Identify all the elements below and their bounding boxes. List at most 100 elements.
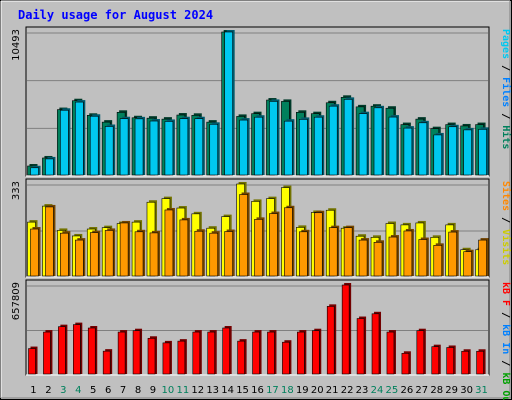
bar-bottom-kb-f xyxy=(102,349,113,375)
day-label: 2 xyxy=(45,385,51,396)
bar-bottom-kb-f-body xyxy=(431,346,440,375)
bar-middle-sites-body xyxy=(134,231,144,277)
bar-top-files xyxy=(45,156,56,176)
bar-top-files xyxy=(60,108,71,176)
bar-bottom-kb-f xyxy=(356,316,367,375)
bar-bottom-kb-f xyxy=(326,304,337,375)
bar-bottom-kb-f-body xyxy=(132,330,141,375)
legend-entry: kB Out xyxy=(500,372,511,400)
bar-top-files xyxy=(284,119,295,176)
bar-middle-sites xyxy=(164,207,175,277)
bar-bottom-kb-f-body xyxy=(162,342,171,375)
bar-middle-sites-body xyxy=(254,219,263,277)
day-label: 3 xyxy=(60,385,66,396)
bar-middle-sites-body xyxy=(328,227,338,277)
day-label: 7 xyxy=(120,385,126,396)
bar-top-files-body xyxy=(373,107,383,176)
bar-top-files xyxy=(269,99,280,176)
bar-bottom-kb-f xyxy=(461,349,471,375)
bar-middle-sites xyxy=(269,211,280,277)
bar-top-files-body xyxy=(134,118,144,176)
bar-bottom-kb-f xyxy=(476,349,486,375)
bar-middle-sites xyxy=(284,205,295,277)
bar-top-files xyxy=(403,126,414,176)
bar-middle-sites xyxy=(194,229,205,277)
bar-top-files-body xyxy=(209,124,219,176)
bar-top-files xyxy=(433,132,444,176)
bar-middle-sites xyxy=(239,192,250,277)
bar-top-files xyxy=(134,116,146,176)
bar-bottom-kb-f xyxy=(341,283,352,375)
legend-entry: Sites xyxy=(500,181,512,211)
bar-top-files-body xyxy=(299,119,308,176)
bar-middle-sites-body xyxy=(403,230,413,277)
bar-bottom-kb-f xyxy=(282,340,292,375)
bar-top-files-body xyxy=(75,101,84,176)
bar-middle-sites xyxy=(134,229,146,277)
bar-bottom-kb-f-body xyxy=(297,331,305,375)
bar-top-files xyxy=(30,165,41,176)
bar-middle-sites-body xyxy=(164,209,174,277)
panel-bottom-legend: kB F / kB In / kB Out xyxy=(500,282,511,400)
bar-middle-sites-body xyxy=(194,230,204,277)
day-label: 10 xyxy=(162,385,175,396)
day-label: 21 xyxy=(326,385,339,396)
bar-middle-sites xyxy=(224,229,235,277)
bar-top-files-body xyxy=(119,118,129,176)
bar-bottom-kb-f xyxy=(192,330,202,375)
bar-middle-sites xyxy=(478,238,489,277)
panel-top-ymax-label: 10493 xyxy=(11,29,22,61)
bar-middle-sites xyxy=(60,231,71,277)
bar-top-files-body xyxy=(313,116,323,176)
bar-top-files xyxy=(224,30,235,176)
bar-middle-sites-body xyxy=(239,194,248,277)
bar-bottom-kb-f-body xyxy=(282,341,290,375)
bar-middle-sites-body xyxy=(45,206,54,277)
bar-top-files-body xyxy=(30,167,39,176)
bar-bottom-kb-f-body xyxy=(461,350,469,375)
day-label: 13 xyxy=(206,385,219,396)
bar-middle-sites xyxy=(299,229,310,277)
bar-bottom-kb-f xyxy=(371,311,382,375)
bar-middle-sites-body xyxy=(299,231,308,277)
legend-entry: / xyxy=(500,211,511,229)
bar-middle-sites xyxy=(343,225,355,277)
bar-middle-sites xyxy=(373,240,385,277)
bar-bottom-kb-f-body xyxy=(416,330,425,375)
bar-top-files xyxy=(119,116,131,176)
bar-middle-sites-body xyxy=(418,239,428,277)
bar-middle-sites xyxy=(313,210,325,277)
bar-middle-sites xyxy=(403,228,414,277)
bar-top-files-body xyxy=(164,121,174,176)
bar-bottom-kb-f-body xyxy=(192,331,201,375)
bar-bottom-kb-f xyxy=(207,330,217,375)
bar-top-files xyxy=(463,127,474,176)
bar-middle-sites xyxy=(30,227,41,277)
day-label: 20 xyxy=(311,385,324,396)
bar-bottom-kb-f xyxy=(117,330,128,375)
bar-bottom-kb-f-body xyxy=(356,318,365,375)
bar-middle-sites-body xyxy=(388,236,398,277)
day-label: 30 xyxy=(460,385,473,396)
bar-bottom-kb-f-body xyxy=(207,331,216,375)
bar-top-files-body xyxy=(358,113,368,176)
bar-top-files xyxy=(239,118,250,176)
bar-middle-sites xyxy=(328,225,340,277)
bar-bottom-kb-f xyxy=(162,340,172,375)
bar-bottom-kb-f xyxy=(431,344,441,375)
panel-top: 10493 Pages / Files / Hits xyxy=(11,26,512,177)
panel-top-bars xyxy=(27,30,489,176)
bar-middle-sites xyxy=(358,238,370,277)
bar-bottom-kb-f-body xyxy=(476,350,484,375)
bar-top-files-body xyxy=(104,126,114,176)
day-label: 8 xyxy=(135,385,141,396)
bar-top-files-body xyxy=(448,126,457,176)
bar-bottom-kb-f xyxy=(401,351,411,375)
bar-bottom-kb-f-body xyxy=(371,313,380,375)
bar-top-files xyxy=(89,114,101,176)
bar-middle-sites xyxy=(209,231,220,277)
bar-middle-sites xyxy=(179,217,190,277)
bar-middle-sites-body xyxy=(119,222,129,277)
bar-top-files xyxy=(75,100,86,176)
bar-bottom-kb-f xyxy=(132,328,143,375)
